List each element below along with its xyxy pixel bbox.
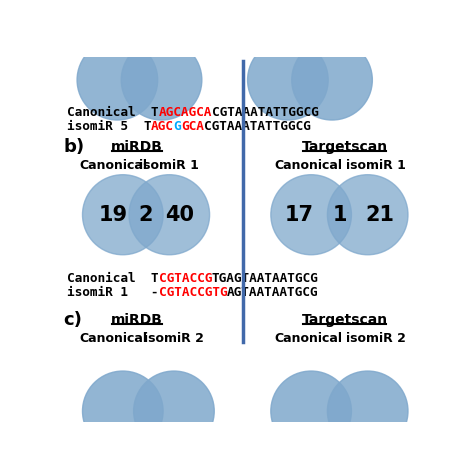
Circle shape bbox=[77, 40, 158, 120]
Text: Canonical: Canonical bbox=[80, 332, 147, 345]
Text: 21: 21 bbox=[365, 205, 394, 225]
Circle shape bbox=[271, 371, 351, 451]
Text: T: T bbox=[151, 272, 158, 285]
Text: c): c) bbox=[63, 311, 82, 329]
Text: 2: 2 bbox=[139, 205, 153, 225]
Text: Canonical: Canonical bbox=[275, 159, 343, 172]
Text: b): b) bbox=[63, 138, 84, 156]
Text: AGTAATAATGCG: AGTAATAATGCG bbox=[227, 286, 319, 299]
Text: Targetscan: Targetscan bbox=[301, 313, 388, 327]
Text: Canonical: Canonical bbox=[80, 159, 147, 172]
Text: CGTAAATATTGGCG: CGTAAATATTGGCG bbox=[212, 106, 319, 119]
Text: isomiR 1   -: isomiR 1 - bbox=[67, 286, 158, 299]
Text: 40: 40 bbox=[165, 205, 194, 225]
Text: 17: 17 bbox=[285, 205, 314, 225]
Text: Canonical: Canonical bbox=[275, 332, 343, 345]
Text: CGTAAATATTGGCG: CGTAAATATTGGCG bbox=[204, 119, 311, 133]
Text: isomiR 2: isomiR 2 bbox=[144, 332, 204, 345]
Circle shape bbox=[134, 371, 214, 451]
Text: isomiR 1: isomiR 1 bbox=[139, 159, 199, 172]
Text: GCA: GCA bbox=[182, 119, 204, 133]
Text: isomiR 1: isomiR 1 bbox=[346, 159, 405, 172]
Text: miRDB: miRDB bbox=[111, 140, 163, 154]
Text: G: G bbox=[174, 119, 182, 133]
Circle shape bbox=[82, 371, 163, 451]
Circle shape bbox=[247, 40, 328, 120]
Circle shape bbox=[129, 175, 210, 255]
Text: T: T bbox=[143, 119, 151, 133]
Text: Canonical: Canonical bbox=[67, 106, 151, 119]
Circle shape bbox=[271, 175, 351, 255]
Text: CGTACCGTG: CGTACCGTG bbox=[158, 286, 227, 299]
Text: AGCAGCA: AGCAGCA bbox=[158, 106, 212, 119]
Text: 1: 1 bbox=[333, 205, 347, 225]
Text: Targetscan: Targetscan bbox=[301, 140, 388, 154]
Text: isomiR 5: isomiR 5 bbox=[67, 119, 143, 133]
Text: 19: 19 bbox=[99, 205, 128, 225]
Circle shape bbox=[292, 40, 373, 120]
Text: AGC: AGC bbox=[151, 119, 174, 133]
Text: miRDB: miRDB bbox=[111, 313, 163, 327]
Text: Canonical: Canonical bbox=[67, 272, 151, 285]
Text: CGTACCG: CGTACCG bbox=[158, 272, 212, 285]
Circle shape bbox=[121, 40, 202, 120]
Text: isomiR 2: isomiR 2 bbox=[346, 332, 405, 345]
Circle shape bbox=[328, 175, 408, 255]
Text: T: T bbox=[151, 106, 158, 119]
Circle shape bbox=[328, 371, 408, 451]
Text: TGAGTAATAATGCG: TGAGTAATAATGCG bbox=[212, 272, 319, 285]
Circle shape bbox=[82, 175, 163, 255]
